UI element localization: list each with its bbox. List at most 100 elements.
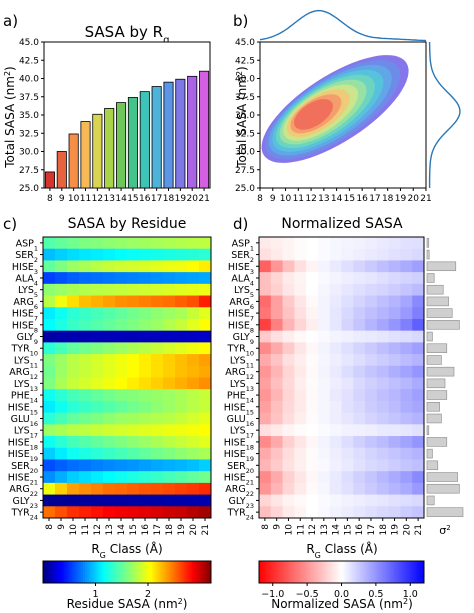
colorbar-c-segment — [171, 561, 174, 583]
y-tick-label: 32.5 — [19, 129, 39, 139]
colorbar-c-label: Residue SASA (nm2) — [67, 597, 188, 612]
x-tick-label: 17 — [369, 194, 380, 204]
residue-sasa-cell — [163, 260, 176, 273]
x-tick-label: 14 — [332, 524, 342, 536]
residue-sasa-cell — [79, 237, 92, 250]
residue-label: HISE15 — [8, 402, 38, 416]
colorbar-c-segment — [133, 561, 136, 583]
residue-sasa-cell — [151, 377, 164, 390]
colorbar-d-segment — [415, 561, 419, 583]
residue-sasa-cell — [151, 342, 164, 355]
y-tick-label: 25.0 — [19, 184, 39, 194]
residue-sasa-cell — [163, 307, 176, 320]
colorbar-c-segment — [122, 561, 126, 583]
x-tick-label: 13 — [320, 524, 330, 535]
residue-label: TYR24 — [227, 508, 255, 522]
normalized-sasa-cell — [365, 272, 378, 285]
colorbar-c-segment — [192, 561, 195, 583]
normalized-sasa-cell — [329, 424, 342, 437]
colorbar-d-segment — [331, 561, 334, 583]
residue-sasa-cell — [103, 389, 116, 402]
y-tick-label: 42.5 — [235, 56, 255, 66]
colorbar-d-segment — [318, 561, 322, 583]
normalized-sasa-cell — [282, 506, 295, 519]
normalized-sasa-cell — [294, 295, 307, 308]
residue-sasa-cell — [151, 307, 164, 320]
residue-sasa-cell — [43, 330, 56, 343]
residue-sasa-cell — [127, 389, 140, 402]
normalized-sasa-cell — [388, 377, 401, 390]
normalized-sasa-cell — [270, 237, 283, 250]
residue-sasa-cell — [55, 482, 68, 495]
panel-d: d) Normalized SASA 8 9 10 11 12 13 14 15 16 17 18 1… — [224, 215, 464, 560]
residue-sasa-cell — [175, 237, 188, 250]
normalized-sasa-cell — [376, 482, 390, 495]
residue-sasa-cell — [115, 471, 128, 484]
residue-sasa-cell — [115, 377, 128, 390]
residue-sasa-cell — [199, 400, 212, 414]
residue-label: ARG12 — [225, 367, 254, 381]
residue-label: GLY23 — [13, 496, 38, 510]
residue-sasa-cell — [139, 482, 152, 495]
normalized-sasa-cell — [317, 494, 331, 507]
x-tick-label: 11 — [81, 524, 91, 535]
residue-sasa-cell — [163, 424, 176, 437]
colorbar-d-segment — [353, 561, 357, 583]
normalized-sasa-cell — [353, 377, 366, 390]
colorbar-d-segment — [300, 561, 303, 583]
colorbar-d-label: Normalized SASA (nm2) — [271, 597, 413, 612]
colorbar-d-segment — [351, 561, 355, 583]
x-tick-label: 21 — [414, 524, 424, 535]
normalized-sasa-cell — [388, 330, 401, 343]
colorbar-c-segment — [196, 561, 199, 583]
panel-a-ylabel: Total SASA (nm2) — [3, 66, 18, 169]
colorbar-d-segment — [355, 561, 359, 583]
residue-sasa-cell — [91, 283, 104, 296]
colorbar-c-segment — [89, 561, 92, 583]
residue-sasa-cell — [127, 237, 140, 250]
residue-label: GLY9 — [17, 332, 38, 346]
x-tick-label: 15 — [343, 524, 353, 535]
normalized-sasa-cell — [376, 307, 390, 320]
residue-sasa-cell — [55, 447, 68, 460]
y-tick-label: 40.0 — [19, 75, 39, 85]
normalized-sasa-cell — [329, 283, 342, 296]
colorbar-d-segment — [289, 561, 293, 583]
panel-b-ylabel: Total SASA (nm2) — [235, 66, 250, 169]
colorbar-c-segment — [59, 561, 63, 583]
normalized-sasa-cell — [353, 412, 366, 425]
residue-sasa-cell — [187, 459, 200, 472]
residue-sasa-cell — [91, 307, 104, 320]
residue-sasa-cell — [151, 389, 164, 402]
normalized-sasa-cell — [294, 248, 307, 261]
residue-sasa-cell — [55, 283, 68, 296]
x-tick-label: 9 — [57, 524, 67, 530]
colorbar-d-segment — [380, 561, 384, 583]
normalized-sasa-cell — [412, 482, 425, 495]
normalized-sasa-cell — [317, 471, 331, 484]
y-tick-label: 45.0 — [235, 38, 255, 48]
residue-sasa-cell — [103, 260, 116, 273]
normalized-sasa-cell — [317, 354, 331, 367]
x-tick-label: 14 — [117, 524, 127, 536]
residue-sasa-cell — [139, 471, 152, 484]
sigma2-bar — [426, 331, 433, 342]
residue-sasa-cell — [175, 272, 188, 285]
normalized-sasa-cell — [294, 494, 307, 507]
kde-contour — [294, 99, 333, 130]
normalized-sasa-cell — [270, 424, 283, 437]
colorbar-d-segment — [265, 561, 268, 583]
residue-sasa-cell — [163, 400, 176, 414]
colorbar-c-segment — [93, 561, 96, 583]
colorbar-c-segment — [61, 561, 65, 583]
residue-sasa-cell — [115, 482, 128, 495]
normalized-sasa-cell — [353, 389, 366, 402]
normalized-sasa-cell — [353, 307, 366, 320]
x-tick-label: 15 — [344, 194, 355, 204]
residue-sasa-cell — [151, 459, 164, 472]
normalized-sasa-cell — [294, 377, 307, 390]
residue-label: GLY23 — [229, 496, 254, 510]
residue-sasa-cell — [163, 354, 176, 367]
normalized-sasa-cell — [306, 436, 319, 449]
colorbar-c-segment — [76, 561, 80, 583]
